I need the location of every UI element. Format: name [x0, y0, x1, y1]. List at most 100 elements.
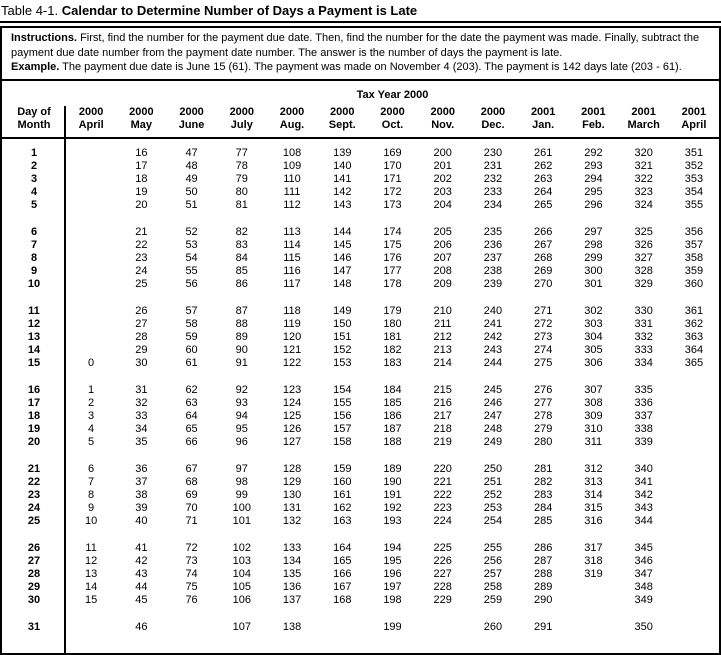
day-number-cell: 10 [84, 514, 98, 527]
day-number-cell: 17 [135, 159, 148, 172]
day-number-cell: 277 [534, 396, 553, 409]
table-row: 3 18 49 79 110 141 171 202 232 263 294 322 353 [2, 173, 719, 186]
day-number-cell [66, 278, 116, 291]
row-group: 1 16 47 77 108 139 169 200 230 261 292 320 351 2 17 48 7… [2, 147, 719, 212]
day-number-cell: 160 [333, 475, 352, 488]
day-number-cell: 219 [433, 435, 452, 448]
day-number-cell: 44 [135, 580, 148, 593]
day-number-cell: 156 [333, 409, 352, 422]
day-number-cell: 317 [584, 541, 603, 554]
day-number-cell: 69 [185, 488, 198, 501]
day-number-cell: 252 [483, 488, 503, 501]
day-number-cell: 131 [282, 501, 302, 514]
day-number-cell: 176 [383, 251, 402, 264]
title-divider [0, 21, 721, 23]
day-of-month-cell: 15 [27, 356, 41, 369]
day-number-cell: 323 [634, 185, 653, 198]
day-number-cell: 247 [483, 409, 503, 422]
day-number-cell: 11 [85, 541, 97, 554]
day-number-cell: 279 [534, 422, 553, 435]
day-number-cell: 63 [185, 396, 198, 409]
day-number-cell: 356 [684, 225, 704, 238]
day-number-cell: 66 [185, 435, 198, 448]
day-number-cell: 199 [383, 620, 402, 633]
table-row: 13 28 59 89 120 151 181 212 242 273 304 332 363 [2, 331, 719, 344]
day-number-cell: 288 [534, 567, 553, 580]
table-row: 24 9 39 70 100 131 162 192 223 253 284 315 343 [2, 502, 719, 515]
day-number-cell: 112 [283, 198, 301, 211]
day-number-cell: 239 [483, 277, 503, 290]
table-row: 10 25 56 86 117 148 178 209 239 270 301 329 360 [2, 278, 719, 291]
day-number-cell: 205 [433, 225, 452, 238]
calendar-table: Tax Year 2000 Day of Month 2000 April 2000… [0, 78, 721, 655]
day-number-cell: 248 [483, 422, 503, 435]
day-number-cell: 321 [634, 159, 653, 172]
day-number-cell: 34 [135, 422, 148, 435]
day-number-cell: 296 [584, 198, 603, 211]
day-number-cell: 20 [135, 198, 148, 211]
day-number-cell: 86 [235, 277, 248, 290]
day-number-cell: 350 [634, 620, 653, 633]
day-number-cell: 118 [283, 304, 301, 317]
day-number-cell: 73 [185, 554, 198, 567]
table-row: 16 1 31 62 92 123 154 184 215 245 276 307 335 [2, 384, 719, 397]
day-number-cell: 48 [185, 159, 198, 172]
table-row: 31 46 107 138 199 260 291 350 [2, 621, 719, 634]
day-number-cell: 243 [483, 343, 503, 356]
day-number-cell: 37 [135, 475, 148, 488]
day-number-cell: 238 [483, 264, 503, 277]
day-number-cell: 147 [333, 264, 352, 277]
day-of-month-cell: 6 [30, 225, 38, 238]
day-number-cell: 235 [483, 225, 503, 238]
day-number-cell: 114 [283, 238, 301, 251]
day-number-cell: 52 [185, 225, 198, 238]
day-number-cell: 55 [185, 264, 198, 277]
month-header: 2001 Jan. [530, 105, 556, 131]
day-number-cell: 337 [634, 409, 653, 422]
day-number-cell: 67 [185, 462, 198, 475]
day-of-month-cell: 9 [30, 264, 38, 277]
day-number-cell: 206 [433, 238, 452, 251]
day-number-cell: 5 [88, 435, 95, 448]
day-number-cell: 130 [282, 488, 302, 501]
month-header: 2001 April [681, 105, 707, 131]
day-number-cell: 223 [433, 501, 452, 514]
day-number-cell [418, 621, 468, 634]
table-grid-area: Day of Month 2000 April 2000 May 2000 June 200… [2, 105, 719, 653]
day-number-cell [66, 344, 116, 357]
day-number-cell [669, 476, 719, 489]
day-number-cell [66, 331, 116, 344]
day-number-cell: 364 [684, 343, 704, 356]
day-number-cell: 311 [584, 435, 603, 448]
day-of-month-cell: 8 [30, 251, 38, 264]
table-row: 5 20 51 81 112 143 173 204 234 265 296 324 355 [2, 199, 719, 212]
day-number-cell: 275 [534, 356, 553, 369]
day-number-cell: 264 [534, 185, 553, 198]
day-of-month-cell: 22 [27, 475, 41, 488]
day-of-month-cell: 11 [28, 304, 40, 317]
month-header: 2000 Sept. [328, 105, 356, 131]
day-number-cell: 309 [584, 409, 603, 422]
day-number-cell: 287 [534, 554, 553, 567]
day-of-month-cell: 18 [27, 409, 41, 422]
day-number-cell: 103 [232, 554, 251, 567]
day-number-cell [669, 581, 719, 594]
table-row: 1 16 47 77 108 139 169 200 230 261 292 320 351 [2, 147, 719, 160]
day-of-month-cell: 28 [27, 567, 41, 580]
day-number-cell: 202 [433, 172, 452, 185]
day-number-cell: 46 [135, 620, 148, 633]
day-number-cell: 109 [282, 159, 302, 172]
day-number-cell: 203 [433, 185, 452, 198]
day-number-cell: 185 [383, 396, 402, 409]
day-number-cell: 225 [433, 541, 452, 554]
day-number-cell: 79 [235, 172, 248, 185]
day-number-cell: 242 [483, 330, 503, 343]
day-number-cell: 89 [235, 330, 248, 343]
table-row: 28 13 43 74 104 135 166 196 227 257 288 319 347 [2, 568, 719, 581]
day-number-cell: 290 [534, 593, 553, 606]
day-number-cell: 158 [333, 435, 352, 448]
day-number-cell: 256 [483, 554, 503, 567]
day-number-cell: 268 [534, 251, 553, 264]
day-number-cell: 345 [634, 541, 653, 554]
day-of-month-cell: 4 [30, 185, 38, 198]
